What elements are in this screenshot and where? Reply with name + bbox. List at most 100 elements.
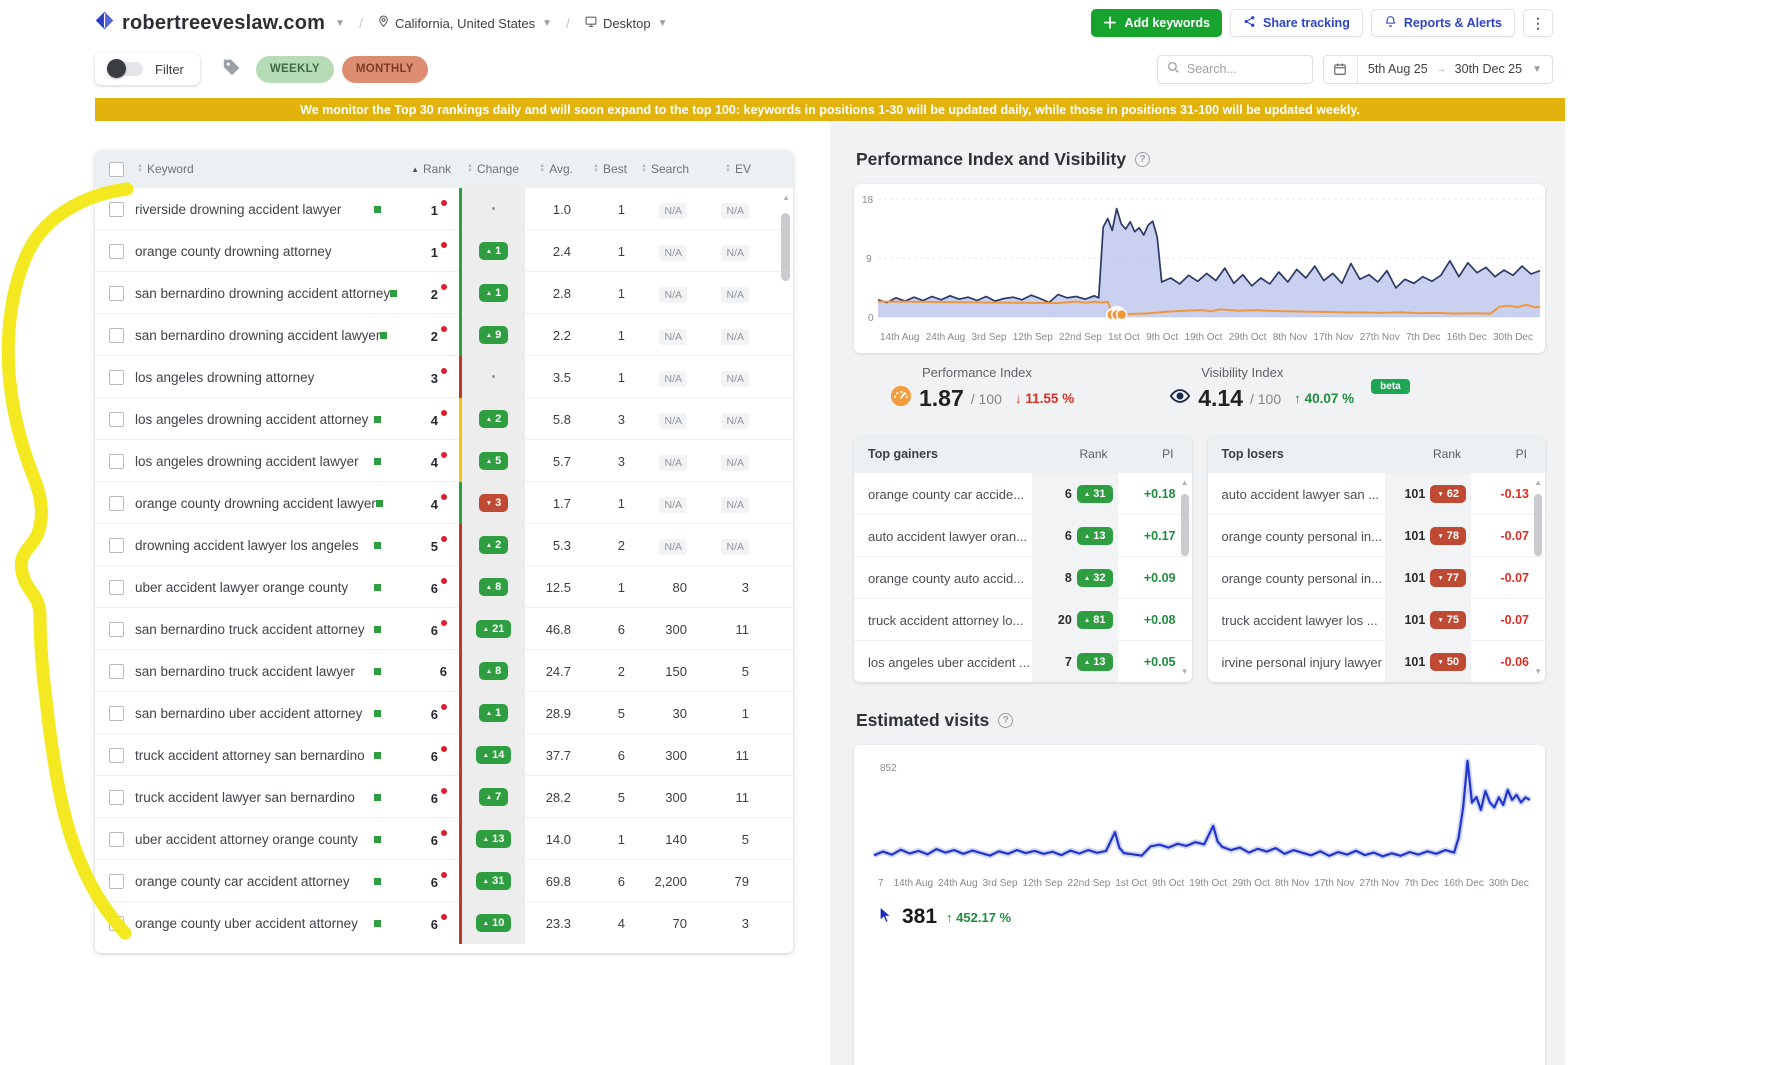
table-row[interactable]: riverside drowning accident lawyer 1 • 1… <box>95 187 793 230</box>
table-row[interactable]: orange county uber accident attorney 6 ▲… <box>95 901 793 944</box>
add-keywords-button[interactable]: ＋ Add keywords <box>1090 9 1222 37</box>
losers-scroll-up-arrow[interactable]: ▲ <box>1534 478 1542 487</box>
row-checkbox[interactable] <box>109 327 124 343</box>
performance-drop-marker[interactable] <box>1105 305 1128 324</box>
table-row[interactable]: truck accident attorney san bernardino 6… <box>95 733 793 776</box>
row-checkbox[interactable] <box>109 789 124 805</box>
gl-row[interactable]: truck accident lawyer los ... 101 ▼ 75 -0… <box>1207 598 1545 641</box>
gl-keyword[interactable]: truck accident attorney lo... <box>868 612 1024 628</box>
gl-keyword[interactable]: orange county personal in... <box>1221 570 1382 586</box>
table-row[interactable]: uber accident attorney orange county 6 ▲… <box>95 817 793 860</box>
gl-keyword[interactable]: auto accident lawyer san ... <box>1221 486 1380 502</box>
column-header-rank[interactable]: ▲ Rank <box>411 162 451 176</box>
share-tracking-button[interactable]: Share tracking <box>1229 9 1363 37</box>
row-checkbox[interactable] <box>109 831 124 847</box>
monthly-tab[interactable]: MONTHLY <box>341 55 428 83</box>
filter-toggle[interactable] <box>107 59 143 78</box>
keyword-cell[interactable]: san bernardino truck accident attorney <box>135 622 397 637</box>
keyword-cell[interactable]: los angeles drowning accident lawyer <box>135 454 397 469</box>
table-row[interactable]: orange county drowning attorney 1 ▲ 1 2.4… <box>95 229 793 272</box>
table-row[interactable]: san bernardino truck accident lawyer 6 ▲… <box>95 649 793 692</box>
gl-row[interactable]: irvine personal injury lawyer 101 ▼ 50 -0… <box>1207 640 1545 682</box>
table-row[interactable]: san bernardino uber accident attorney 6 … <box>95 691 793 734</box>
row-checkbox[interactable] <box>109 915 124 931</box>
row-checkbox[interactable] <box>109 201 124 217</box>
keyword-cell[interactable]: san bernardino uber accident attorney <box>135 706 397 721</box>
row-checkbox[interactable] <box>109 747 124 763</box>
column-header-best[interactable]: ▲ ▼ Best <box>593 162 627 176</box>
column-header-keyword[interactable]: ▲ ▼ Keyword <box>137 162 194 176</box>
row-checkbox[interactable] <box>109 369 124 385</box>
column-header-avg[interactable]: ▲ ▼ Avg. <box>539 162 573 176</box>
gl-row[interactable]: orange county auto accid... 8 ▲ 32 +0.09 <box>854 556 1192 599</box>
table-row[interactable]: los angeles drowning attorney 3 • 3.5 1 … <box>95 355 793 398</box>
gl-row[interactable]: los angeles uber accident ... 7 ▲ 13 +0.0… <box>854 640 1192 682</box>
tags-icon[interactable] <box>220 56 244 83</box>
gl-keyword[interactable]: orange county auto accid... <box>868 570 1025 586</box>
gl-keyword[interactable]: los angeles uber accident ... <box>868 654 1030 670</box>
row-checkbox[interactable] <box>109 285 124 301</box>
more-options-kebab-button[interactable]: ⋮ <box>1523 9 1553 37</box>
keyword-cell[interactable]: riverside drowning accident lawyer <box>135 202 397 217</box>
gl-keyword[interactable]: irvine personal injury lawyer <box>1221 654 1382 670</box>
row-checkbox[interactable] <box>109 579 124 595</box>
keyword-cell[interactable]: orange county drowning accident lawyer <box>135 496 397 511</box>
table-row[interactable]: orange county drowning accident lawyer 4… <box>95 481 793 524</box>
row-checkbox[interactable] <box>109 663 124 679</box>
keyword-cell[interactable]: orange county uber accident attorney <box>135 916 397 931</box>
column-header-ev[interactable]: ▲ ▼ EV <box>725 162 751 176</box>
row-checkbox[interactable] <box>109 621 124 637</box>
help-icon[interactable]: ? <box>998 713 1014 728</box>
table-row[interactable]: uber accident lawyer orange county 6 ▲ 8 … <box>95 565 793 608</box>
gl-keyword[interactable]: auto accident lawyer oran... <box>868 528 1027 544</box>
row-checkbox[interactable] <box>109 495 124 511</box>
gl-row[interactable]: truck accident attorney lo... 20 ▲ 81 +0.… <box>854 598 1192 641</box>
keyword-cell[interactable]: los angeles drowning attorney <box>135 370 397 385</box>
gainers-scrollbar-thumb[interactable] <box>1180 494 1189 556</box>
gl-row[interactable]: orange county car accide... 6 ▲ 31 +0.18 <box>854 472 1192 515</box>
table-row[interactable]: san bernardino drowning accident attorne… <box>95 271 793 314</box>
gl-keyword[interactable]: truck accident lawyer los ... <box>1221 612 1378 628</box>
keyword-cell[interactable]: drowning accident lawyer los angeles <box>135 538 397 553</box>
search-input[interactable]: Search... <box>1156 54 1313 84</box>
select-all-checkbox[interactable] <box>109 161 124 177</box>
date-range-picker[interactable]: 5th Aug 25 → 30th Dec 25 ▼ <box>1322 54 1553 84</box>
gainers-scroll-down-arrow[interactable]: ▼ <box>1180 667 1189 676</box>
gl-row[interactable]: auto accident lawyer san ... 101 ▼ 62 -0.… <box>1207 472 1545 515</box>
row-checkbox[interactable] <box>109 243 124 259</box>
losers-scroll-down-arrow[interactable]: ▼ <box>1534 667 1542 676</box>
weekly-tab[interactable]: WEEKLY <box>255 55 334 83</box>
column-header-change[interactable]: ▲ ▼ Change <box>467 162 519 176</box>
keyword-cell[interactable]: truck accident attorney san bernardino <box>135 748 397 763</box>
keyword-cell[interactable]: orange county car accident attorney <box>135 874 397 889</box>
keyword-cell[interactable]: truck accident lawyer san bernardino <box>135 790 397 805</box>
table-row[interactable]: san bernardino drowning accident lawyer … <box>95 313 793 356</box>
row-checkbox[interactable] <box>109 453 124 469</box>
gl-keyword[interactable]: orange county personal in... <box>1221 528 1382 544</box>
gl-row[interactable]: orange county personal in... 101 ▼ 78 -0.… <box>1207 514 1545 557</box>
keyword-cell[interactable]: san bernardino truck accident lawyer <box>135 664 397 679</box>
row-checkbox[interactable] <box>109 537 124 553</box>
table-row[interactable]: san bernardino truck accident attorney 6… <box>95 607 793 650</box>
calendar-icon[interactable] <box>1324 55 1358 83</box>
table-scroll-up-arrow[interactable]: ▲ <box>782 193 790 202</box>
table-row[interactable]: los angeles drowning accident lawyer 4 ▲… <box>95 439 793 482</box>
chevron-down-icon[interactable]: ▼ <box>335 17 346 29</box>
keyword-cell[interactable]: san bernardino drowning accident attorne… <box>135 286 397 301</box>
help-icon[interactable]: ? <box>1135 152 1151 167</box>
losers-scrollbar-thumb[interactable] <box>1534 494 1542 556</box>
keyword-cell[interactable]: uber accident attorney orange county <box>135 832 397 847</box>
table-row[interactable]: drowning accident lawyer los angeles 5 ▲… <box>95 523 793 566</box>
site-title[interactable]: robertreeveslaw.com <box>122 11 326 34</box>
keyword-cell[interactable]: san bernardino drowning accident lawyer <box>135 328 397 343</box>
location-selector[interactable]: California, United States ▼ <box>377 15 552 31</box>
keyword-cell[interactable]: orange county drowning attorney <box>135 244 397 259</box>
table-row[interactable]: truck accident lawyer san bernardino 6 ▲… <box>95 775 793 818</box>
device-selector[interactable]: Desktop ▼ <box>584 15 668 31</box>
table-row[interactable]: orange county car accident attorney 6 ▲ 3… <box>95 859 793 902</box>
table-row[interactable]: los angeles drowning accident attorney 4… <box>95 397 793 440</box>
reports-alerts-button[interactable]: Reports & Alerts <box>1370 9 1515 37</box>
row-checkbox[interactable] <box>109 705 124 721</box>
keyword-cell[interactable]: uber accident lawyer orange county <box>135 580 397 595</box>
gl-row[interactable]: orange county personal in... 101 ▼ 77 -0.… <box>1207 556 1545 599</box>
